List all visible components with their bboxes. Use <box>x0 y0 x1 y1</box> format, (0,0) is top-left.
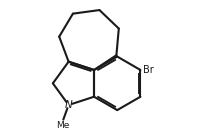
Text: Br: Br <box>143 65 154 75</box>
Text: Me: Me <box>56 121 69 130</box>
Text: N: N <box>65 100 72 110</box>
